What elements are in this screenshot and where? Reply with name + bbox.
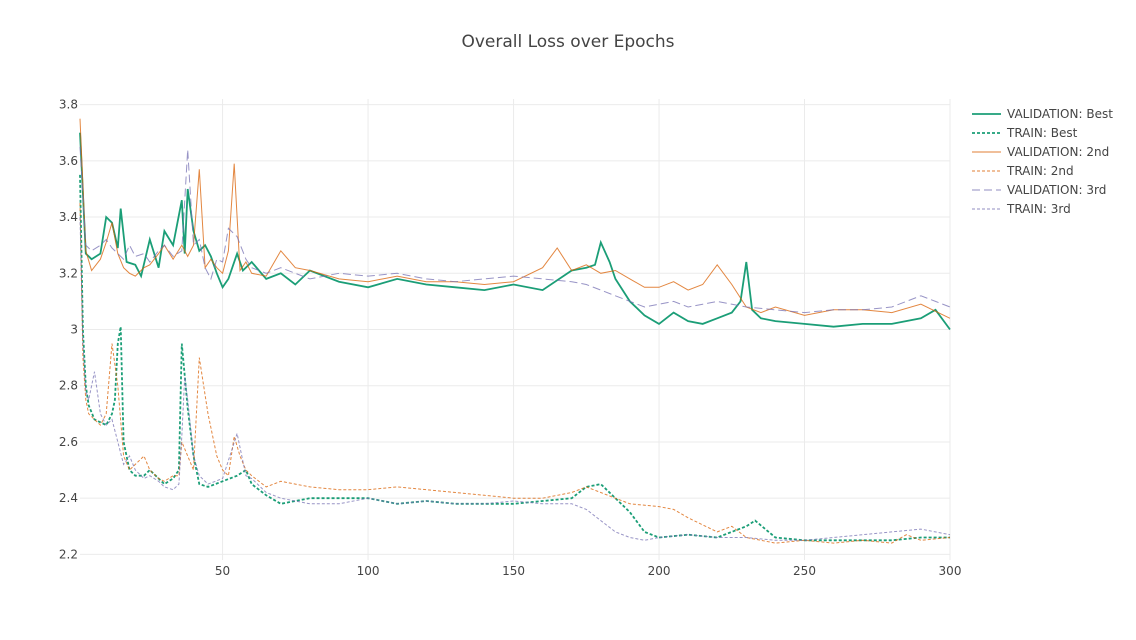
series-line-4 bbox=[79, 146, 951, 314]
series-layer bbox=[79, 118, 951, 544]
legend-label-1[interactable]: TRAIN: Best bbox=[1006, 126, 1078, 140]
series-line-1 bbox=[79, 174, 950, 542]
chart-title: Overall Loss over Epochs bbox=[461, 32, 675, 52]
y-tick-label-4: 3 bbox=[70, 323, 78, 337]
x-tick-label-0: 50 bbox=[215, 564, 230, 578]
y-tick-label-5: 3.2 bbox=[59, 266, 78, 280]
x-tick-label-1: 100 bbox=[357, 564, 380, 578]
y-tick-label-7: 3.6 bbox=[59, 154, 78, 168]
y-tick-label-6: 3.4 bbox=[59, 210, 78, 224]
x-tick-label-3: 200 bbox=[648, 564, 671, 578]
legend-label-2[interactable]: VALIDATION: 2nd bbox=[1007, 145, 1109, 159]
series-line-3 bbox=[79, 202, 951, 544]
legend[interactable]: VALIDATION: Best TRAIN: Best VALIDATION: 2… bbox=[972, 107, 1113, 216]
y-tick-label-2: 2.6 bbox=[59, 435, 78, 449]
legend-label-5[interactable]: TRAIN: 3rd bbox=[1006, 202, 1071, 216]
tick-layer: 50 100 150 200 250 300 2.2 2.4 2.6 2.8 3 3.2 3.4 3.6 3… bbox=[59, 98, 962, 578]
series-line-0 bbox=[79, 132, 951, 331]
series-line-5 bbox=[79, 217, 951, 541]
x-tick-label-2: 150 bbox=[502, 564, 525, 578]
y-tick-label-1: 2.4 bbox=[59, 491, 78, 505]
x-tick-label-5: 300 bbox=[939, 564, 962, 578]
legend-label-4[interactable]: VALIDATION: 3rd bbox=[1007, 183, 1106, 197]
y-tick-label-0: 2.2 bbox=[59, 547, 78, 561]
series-line-2 bbox=[79, 118, 951, 319]
grid-layer bbox=[80, 99, 951, 560]
legend-label-0[interactable]: VALIDATION: Best bbox=[1007, 107, 1113, 121]
x-tick-label-4: 250 bbox=[793, 564, 816, 578]
y-tick-label-8: 3.8 bbox=[59, 98, 78, 112]
y-tick-label-3: 2.8 bbox=[59, 379, 78, 393]
legend-label-3[interactable]: TRAIN: 2nd bbox=[1006, 164, 1074, 178]
